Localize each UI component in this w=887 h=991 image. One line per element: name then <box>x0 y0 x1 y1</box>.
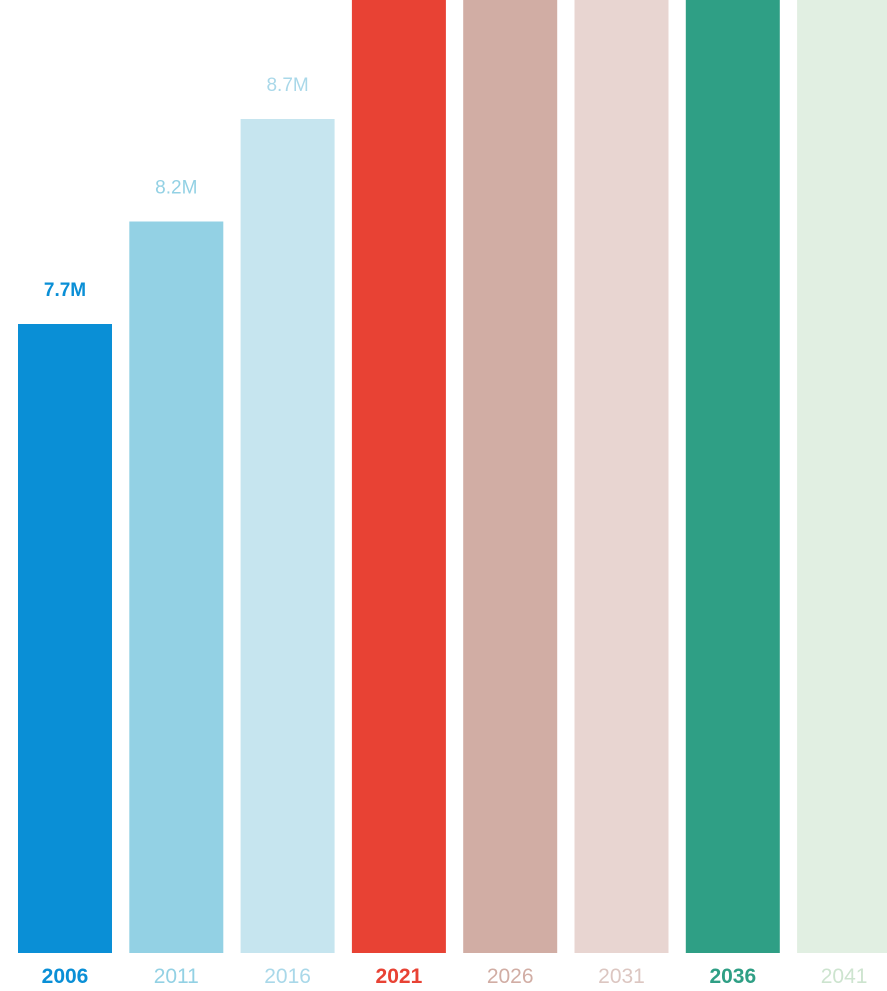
value-labels-group: 7.7M8.2M8.7M9.3M9.7M10.1M10.5M10.8M <box>44 75 309 301</box>
bar-2031 <box>574 0 669 953</box>
x-tick-2016: 2016 <box>264 965 311 988</box>
bar-2006 <box>18 324 112 953</box>
bar-2041 <box>797 0 887 953</box>
bar-2016 <box>240 119 335 953</box>
x-tick-2021: 2021 <box>376 965 423 988</box>
x-tick-2011: 2011 <box>154 965 199 988</box>
value-label-2006: 7.7M <box>44 280 86 301</box>
value-label-2016: 8.7M <box>266 75 308 96</box>
x-tick-labels-group: 2006 2011 2016 2021 2026 2031 2036 2041 <box>42 965 868 988</box>
bar-2021 <box>351 0 446 953</box>
x-tick-2006: 2006 <box>42 965 89 988</box>
bar-2011 <box>129 221 224 953</box>
x-tick-2031: 2031 <box>598 965 645 988</box>
value-label-2011: 8.2M <box>155 178 197 199</box>
x-tick-2026: 2026 <box>487 965 534 988</box>
bar-2026 <box>463 0 558 953</box>
bar-2036 <box>685 0 780 953</box>
x-tick-2041: 2041 <box>821 965 868 988</box>
bars-group <box>18 0 887 953</box>
x-tick-2036: 2036 <box>709 965 756 988</box>
